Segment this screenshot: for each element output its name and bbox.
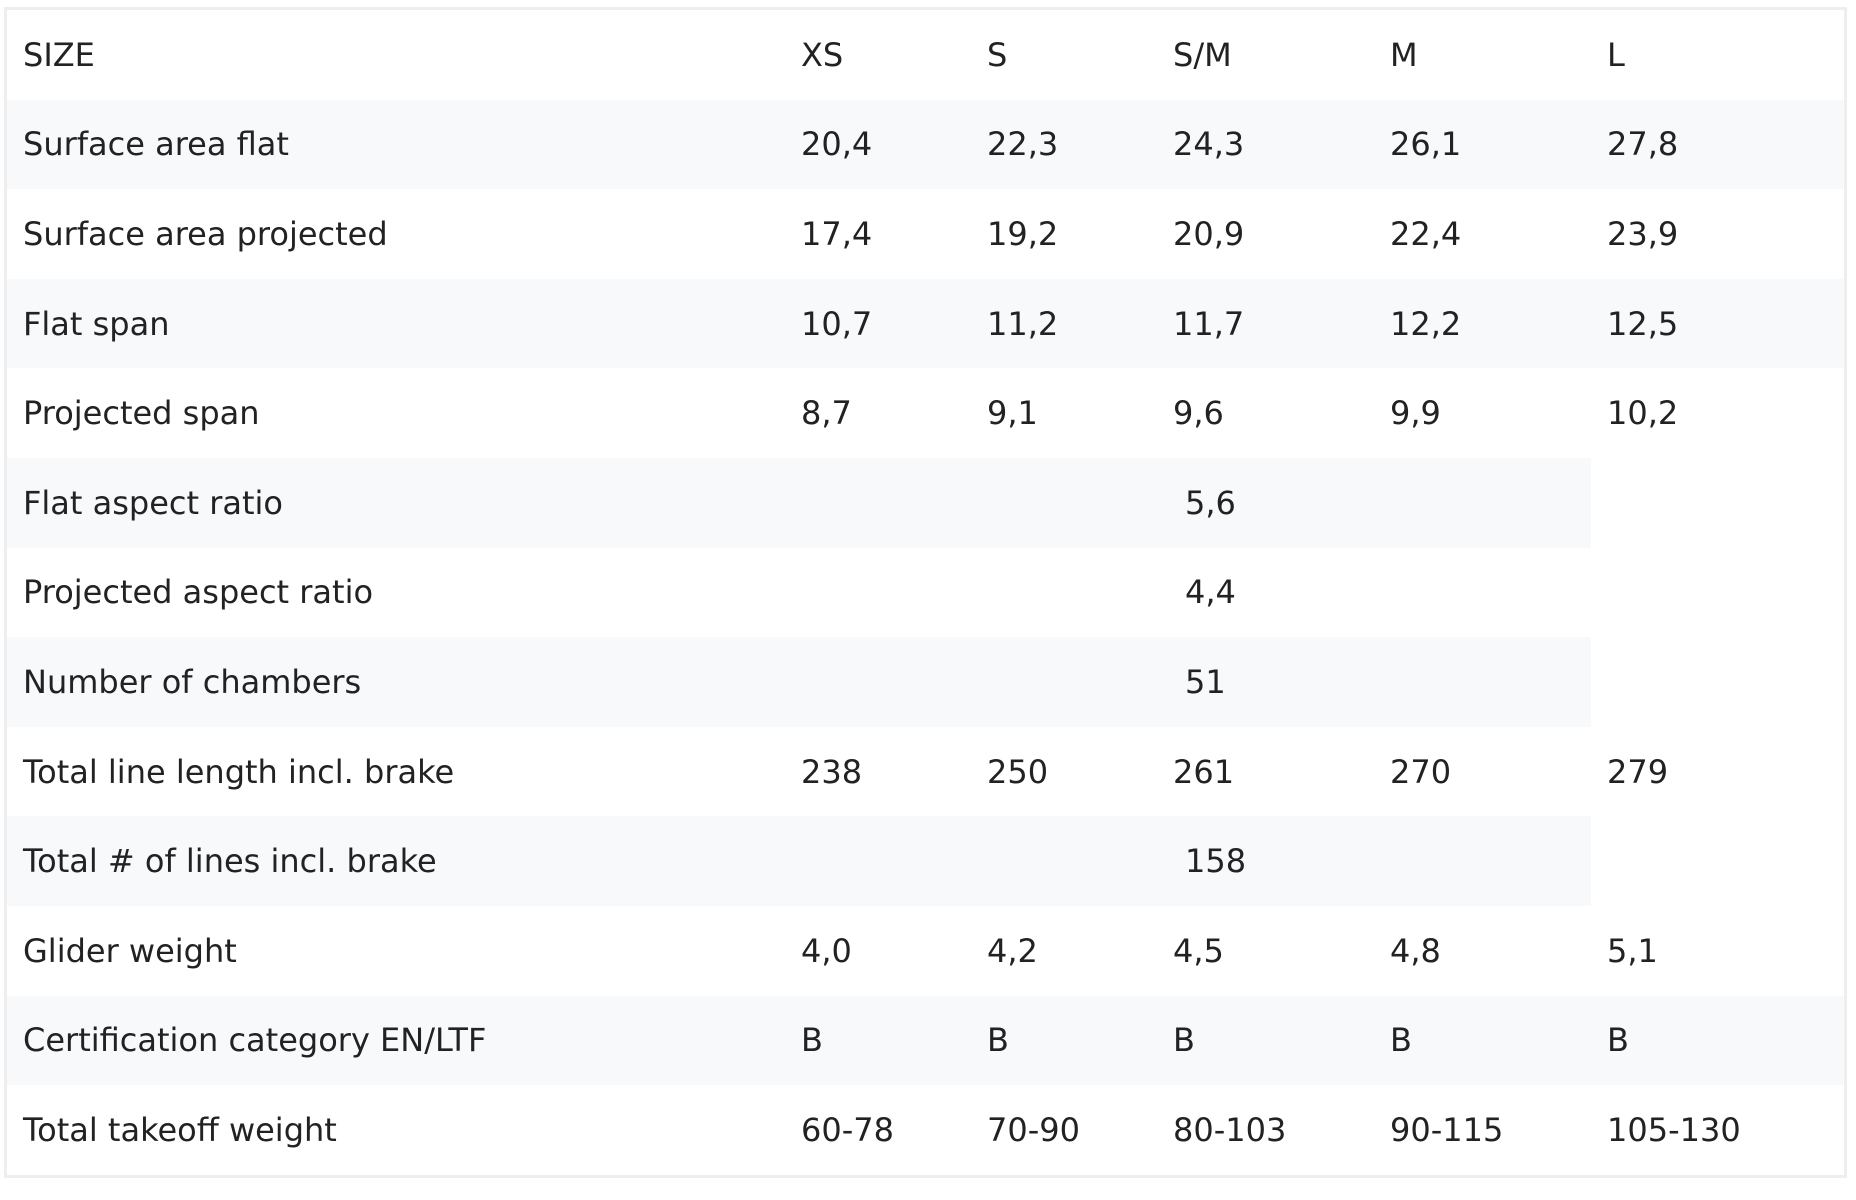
cell-sm: 9,6 bbox=[1157, 368, 1374, 458]
table-row: Projected span 8,7 9,1 9,6 9,9 10,2 bbox=[7, 368, 1844, 458]
header-xs: XS bbox=[785, 10, 971, 100]
size-spec-table-frame: SIZE XS S S/M M L Surface area flat 20,4… bbox=[4, 7, 1847, 1178]
cell-l: 12,5 bbox=[1591, 278, 1844, 369]
cell-s: 9,1 bbox=[971, 368, 1157, 458]
cell-s: 11,2 bbox=[971, 278, 1157, 369]
row-label: Projected aspect ratio bbox=[7, 547, 785, 638]
cell-s: 70-90 bbox=[971, 1085, 1157, 1175]
cell-l: 105-130 bbox=[1591, 1085, 1844, 1175]
cell-xs: 8,7 bbox=[785, 368, 971, 458]
cell-m: 90-115 bbox=[1374, 1085, 1591, 1175]
header-sm: S/M bbox=[1157, 10, 1374, 100]
cell-s: 22,3 bbox=[971, 99, 1157, 190]
cell-sm: B bbox=[1157, 995, 1374, 1086]
row-label: Flat aspect ratio bbox=[7, 457, 785, 548]
cell-m: 9,9 bbox=[1374, 368, 1591, 458]
cell-m: 26,1 bbox=[1374, 99, 1591, 190]
merged-value-cell: 51 bbox=[785, 637, 1591, 727]
cell-xs: 60-78 bbox=[785, 1085, 971, 1175]
table-row: Surface area projected 17,4 19,2 20,9 22… bbox=[7, 189, 1844, 279]
table-row: Total line length incl. brake 238 250 26… bbox=[7, 726, 1844, 817]
table-header-row: SIZE XS S S/M M L bbox=[7, 10, 1844, 100]
cell-m: B bbox=[1374, 995, 1591, 1086]
cell-sm: 4,5 bbox=[1157, 905, 1374, 996]
table-row: Projected aspect ratio 4,4 bbox=[7, 547, 1844, 638]
cell-s: 4,2 bbox=[971, 905, 1157, 996]
header-size: SIZE bbox=[7, 10, 785, 100]
table-row: Total takeoff weight 60-78 70-90 80-103 … bbox=[7, 1085, 1844, 1175]
cell-xs: 20,4 bbox=[785, 99, 971, 190]
table-row: Flat aspect ratio 5,6 bbox=[7, 457, 1844, 548]
row-label: Surface area flat bbox=[7, 99, 785, 190]
cell-sm: 20,9 bbox=[1157, 189, 1374, 279]
size-spec-table: SIZE XS S S/M M L Surface area flat 20,4… bbox=[7, 10, 1844, 1175]
merged-value-cell: 4,4 bbox=[785, 547, 1591, 638]
merged-value: 4,4 bbox=[1185, 573, 1236, 612]
row-label: Glider weight bbox=[7, 905, 785, 996]
row-label: Total # of lines incl. brake bbox=[7, 816, 785, 906]
empty-cell bbox=[1591, 816, 1844, 906]
row-label: Number of chambers bbox=[7, 637, 785, 727]
table-row: Surface area flat 20,4 22,3 24,3 26,1 27… bbox=[7, 99, 1844, 190]
cell-l: 10,2 bbox=[1591, 368, 1844, 458]
cell-sm: 261 bbox=[1157, 726, 1374, 817]
cell-l: 23,9 bbox=[1591, 189, 1844, 279]
cell-xs: 4,0 bbox=[785, 905, 971, 996]
empty-cell bbox=[1591, 547, 1844, 638]
cell-xs: 238 bbox=[785, 726, 971, 817]
empty-cell bbox=[1591, 457, 1844, 548]
cell-sm: 24,3 bbox=[1157, 99, 1374, 190]
cell-xs: B bbox=[785, 995, 971, 1086]
header-m: M bbox=[1374, 10, 1591, 100]
header-l: L bbox=[1591, 10, 1844, 100]
header-s: S bbox=[971, 10, 1157, 100]
row-label: Total line length incl. brake bbox=[7, 726, 785, 817]
cell-l: 27,8 bbox=[1591, 99, 1844, 190]
cell-sm: 11,7 bbox=[1157, 278, 1374, 369]
cell-s: 19,2 bbox=[971, 189, 1157, 279]
cell-m: 12,2 bbox=[1374, 278, 1591, 369]
merged-value: 158 bbox=[1185, 842, 1247, 881]
row-label: Flat span bbox=[7, 278, 785, 369]
cell-l: 5,1 bbox=[1591, 905, 1844, 996]
row-label: Surface area projected bbox=[7, 189, 785, 279]
cell-xs: 10,7 bbox=[785, 278, 971, 369]
cell-m: 270 bbox=[1374, 726, 1591, 817]
table-row: Certification category EN/LTF B B B B B bbox=[7, 995, 1844, 1086]
cell-s: 250 bbox=[971, 726, 1157, 817]
row-label: Certification category EN/LTF bbox=[7, 995, 785, 1086]
cell-l: 279 bbox=[1591, 726, 1844, 817]
cell-xs: 17,4 bbox=[785, 189, 971, 279]
table-row: Total # of lines incl. brake 158 bbox=[7, 816, 1844, 906]
row-label: Total takeoff weight bbox=[7, 1085, 785, 1175]
merged-value: 5,6 bbox=[1185, 483, 1236, 522]
table-row: Glider weight 4,0 4,2 4,5 4,8 5,1 bbox=[7, 905, 1844, 996]
table-row: Number of chambers 51 bbox=[7, 637, 1844, 727]
cell-l: B bbox=[1591, 995, 1844, 1086]
cell-m: 4,8 bbox=[1374, 905, 1591, 996]
cell-m: 22,4 bbox=[1374, 189, 1591, 279]
table-row: Flat span 10,7 11,2 11,7 12,2 12,5 bbox=[7, 278, 1844, 369]
merged-value-cell: 158 bbox=[785, 816, 1591, 906]
merged-value: 51 bbox=[1185, 662, 1226, 701]
row-label: Projected span bbox=[7, 368, 785, 458]
merged-value-cell: 5,6 bbox=[785, 457, 1591, 548]
empty-cell bbox=[1591, 637, 1844, 727]
cell-sm: 80-103 bbox=[1157, 1085, 1374, 1175]
cell-s: B bbox=[971, 995, 1157, 1086]
